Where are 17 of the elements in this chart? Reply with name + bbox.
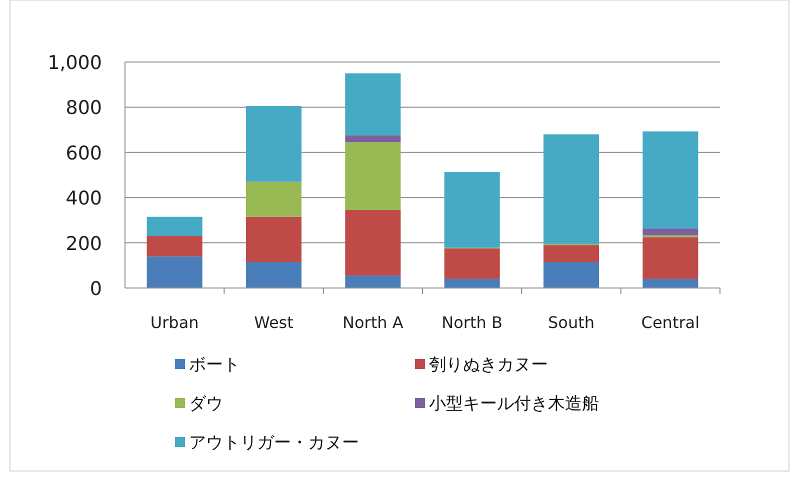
y-tick-label: 600 — [66, 142, 102, 164]
x-tick-label: Central — [641, 313, 700, 332]
y-tick-label: 400 — [66, 188, 102, 210]
x-tick-label: North B — [442, 313, 502, 332]
x-tick-label: North A — [342, 313, 404, 332]
y-tick-label: 200 — [66, 232, 102, 255]
legend-label: ボート — [189, 355, 240, 375]
legend-label: 小型キール付き木造船 — [429, 394, 599, 414]
x-tick-label: West — [254, 313, 294, 332]
y-tick-label: 0 — [90, 278, 102, 300]
legend-label: アウトリガー・カヌー — [189, 433, 359, 453]
y-tick-label: 1,000 — [48, 52, 102, 74]
x-tick-label: South — [548, 313, 594, 332]
x-tick-label: Urban — [150, 313, 199, 332]
legend-label: ダウ — [189, 394, 223, 414]
y-tick-label: 800 — [66, 97, 102, 120]
legend-label: 刳りぬきカヌー — [429, 355, 548, 375]
